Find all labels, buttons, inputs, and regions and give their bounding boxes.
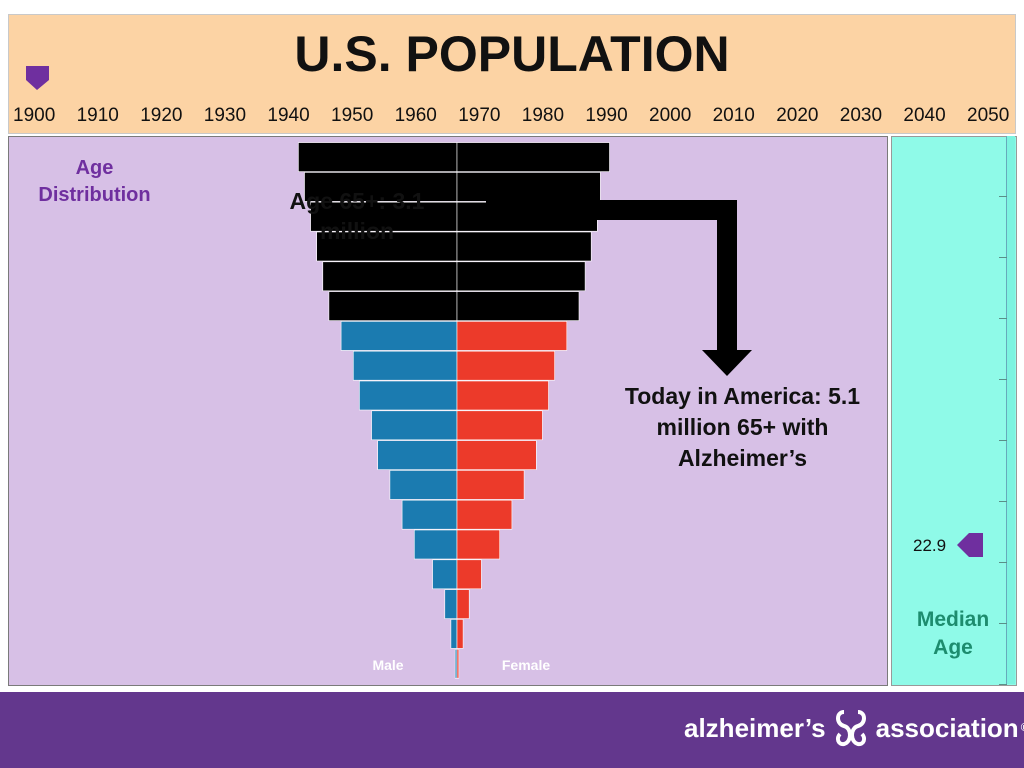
pyramid-bar-female bbox=[456, 172, 601, 202]
page-title: U.S. POPULATION bbox=[294, 26, 730, 82]
pyramid-bar-female bbox=[456, 619, 464, 649]
pyramid-bar-male bbox=[432, 559, 458, 590]
pyramid-bar-male bbox=[304, 172, 458, 202]
year-1970[interactable]: 1970 bbox=[458, 105, 501, 126]
year-1930[interactable]: 1930 bbox=[203, 105, 247, 126]
pointer-arrow-head bbox=[702, 350, 752, 376]
year-2050[interactable]: 2050 bbox=[967, 105, 1010, 126]
median-scale-tick bbox=[999, 257, 1007, 258]
median-age-label: Median Age bbox=[916, 608, 990, 659]
pyramid-bar-male bbox=[316, 231, 458, 262]
year-1910[interactable]: 1910 bbox=[76, 105, 119, 126]
registered-mark: ® bbox=[1021, 722, 1024, 734]
legend-male: Male bbox=[372, 657, 403, 673]
legend-female: Female bbox=[502, 657, 550, 673]
median-scale-tick bbox=[999, 318, 1007, 319]
pyramid-bar-female bbox=[456, 231, 592, 262]
median-age-value: 22.9 bbox=[913, 536, 947, 555]
logo-text-left: alzheimer’s bbox=[684, 712, 826, 743]
year-1960[interactable]: 1960 bbox=[394, 105, 437, 126]
pyramid-bar-male bbox=[359, 380, 458, 411]
median-scale-tick bbox=[999, 684, 1007, 685]
median-scale-tick bbox=[999, 501, 1007, 502]
pyramid-bar-female bbox=[456, 470, 525, 500]
age-distribution-label: Age Distribution bbox=[38, 157, 151, 206]
year-1940[interactable]: 1940 bbox=[267, 105, 310, 126]
pyramid-bar-male bbox=[322, 261, 458, 292]
year-2020[interactable]: 2020 bbox=[776, 105, 819, 126]
pyramid-bar-male bbox=[413, 529, 458, 560]
pyramid-bar-male bbox=[352, 350, 458, 381]
median-scale-tick bbox=[999, 196, 1007, 197]
pyramid-bar-female bbox=[456, 261, 586, 292]
pyramid-bar-male bbox=[377, 440, 458, 470]
pyramid-bar-male bbox=[389, 470, 458, 500]
pyramid-bar-female bbox=[456, 321, 568, 351]
pyramid-bar-male bbox=[340, 321, 458, 351]
pyramid-bar-female bbox=[456, 648, 460, 679]
year-2000[interactable]: 2000 bbox=[649, 105, 692, 126]
pyramid-bar-female bbox=[456, 350, 555, 381]
year-marker-icon[interactable] bbox=[17, 64, 57, 112]
pyramid-bar-male bbox=[401, 499, 458, 530]
ribbon-logo-icon bbox=[835, 710, 866, 747]
year-1990[interactable]: 1990 bbox=[585, 105, 628, 126]
median-scale-tick bbox=[999, 379, 1007, 380]
median-age-scale bbox=[999, 136, 1015, 685]
pyramid-bar-male bbox=[371, 410, 458, 441]
year-2030[interactable]: 2030 bbox=[839, 105, 883, 126]
pyramid-bar-female bbox=[456, 589, 470, 619]
median-scale-tick bbox=[999, 623, 1007, 624]
year-1920[interactable]: 1920 bbox=[140, 105, 183, 126]
median-age-panel bbox=[891, 136, 1017, 686]
pyramid-bar-male bbox=[450, 619, 458, 649]
pyramid-bar-female bbox=[456, 529, 501, 560]
pyramid-bar-female bbox=[456, 499, 513, 530]
today-annotation: Today in America: 5.1 million 65+ with A… bbox=[624, 383, 861, 471]
pyramid-bar-male bbox=[310, 201, 458, 232]
median-scale-tick bbox=[999, 440, 1007, 441]
pyramid-bar-male bbox=[328, 291, 458, 321]
year-1900[interactable]: 1900 bbox=[13, 105, 56, 126]
year-1980[interactable]: 1980 bbox=[521, 105, 565, 126]
timeline-years: 1900 1910 1920 1930 1940 1950 1960 1970 1980 1990… bbox=[9, 105, 1015, 131]
pyramid-bar-female bbox=[456, 440, 537, 470]
median-marker-icon[interactable] bbox=[957, 531, 985, 559]
year-2010[interactable]: 2010 bbox=[712, 105, 755, 126]
header-bar: U.S. POPULATION 1900 1910 1920 1930 1940 1950… bbox=[8, 14, 1016, 134]
pyramid-bar-female bbox=[456, 410, 543, 441]
year-1950[interactable]: 1950 bbox=[331, 105, 374, 126]
pyramid-bar-female bbox=[456, 380, 549, 411]
pyramid-bar-female bbox=[456, 142, 610, 172]
pyramid-bar-male bbox=[298, 142, 458, 172]
age65-annotation: Age 65+: 3.1 million bbox=[289, 188, 425, 244]
logo-text-right: association bbox=[875, 712, 1019, 743]
median-scale-tick bbox=[999, 562, 1007, 563]
pyramid-bar-female bbox=[456, 559, 482, 590]
year-2040[interactable]: 2040 bbox=[903, 105, 946, 126]
pointer-arrow-line bbox=[486, 200, 737, 352]
alzheimers-association-logo[interactable]: alzheimer’s association ® bbox=[684, 706, 1024, 750]
pyramid-bar-male bbox=[444, 589, 458, 619]
pyramid-bar-female bbox=[456, 291, 580, 321]
